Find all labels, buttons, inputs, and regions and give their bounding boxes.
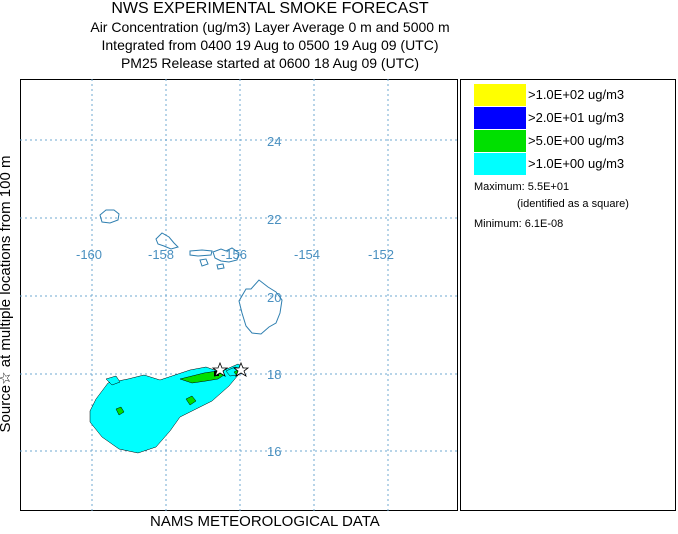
plume-cyan: [89, 363, 245, 454]
integration-line: Integrated from 0400 19 Aug to 0500 19 A…: [101, 37, 439, 53]
legend-label: >1.0E+00 ug/m3: [528, 156, 625, 171]
legend-swatch: [474, 153, 526, 175]
lat-label: 22: [267, 212, 281, 227]
island-lanai: [199, 258, 209, 267]
source-star-icon: [232, 361, 250, 377]
plume-cyan-lobe: [105, 375, 121, 386]
met-data-label: NAMS METEOROLOGICAL DATA: [150, 513, 380, 530]
legend-item: >2.0E+01 ug/m3: [474, 107, 674, 129]
source-markers: [211, 361, 250, 377]
smoke-map: -160 -158 -156 -154 -152 24 22 20 18 16: [20, 79, 458, 511]
lat-label: 20: [267, 290, 281, 305]
legend-maximum: Maximum: 5.5E+01: [474, 181, 570, 193]
source-star-icon: [211, 361, 229, 377]
legend-panel: >1.0E+02 ug/m3 >2.0E+01 ug/m3 >5.0E+00 u…: [460, 79, 676, 511]
legend-label: >2.0E+01 ug/m3: [528, 110, 625, 125]
lat-label: 18: [267, 367, 281, 382]
lon-label: -154: [294, 247, 320, 262]
island-hawaii: [238, 279, 283, 335]
legend-item: >1.0E+02 ug/m3: [474, 84, 674, 106]
plume-green-3: [185, 395, 197, 406]
release-line: PM25 Release started at 0600 18 Aug 09 (…: [120, 55, 420, 71]
lon-label: -160: [76, 247, 102, 262]
forecast-title: NWS EXPERIMENTAL SMOKE FORECAST: [111, 0, 429, 17]
legend-swatch: [474, 84, 526, 106]
lat-lon-grid: [20, 79, 458, 511]
island-kauai: [99, 209, 120, 224]
legend-label: >5.0E+00 ug/m3: [528, 133, 625, 148]
lon-label: -158: [148, 247, 174, 262]
island-outlines: [99, 209, 283, 335]
legend-minimum: Minimum: 6.1E-08: [474, 218, 564, 230]
map-frame: [20, 79, 458, 511]
legend-label: >1.0E+02 ug/m3: [528, 87, 625, 102]
legend-item: >5.0E+00 ug/m3: [474, 130, 674, 152]
concentration-line: Air Concentration (ug/m3) Layer Average …: [90, 19, 450, 35]
lat-label: 16: [267, 444, 281, 459]
legend-swatch: [474, 107, 526, 129]
legend-item: >1.0E+00 ug/m3: [474, 153, 674, 175]
source-side-label: Source☆ at multiple locations from 100 m: [0, 156, 14, 433]
island-maui: [212, 247, 240, 263]
island-molokai: [189, 249, 213, 257]
legend-swatch: [474, 130, 526, 152]
legend-max-note: (identified as a square): [517, 198, 629, 210]
lon-label: -152: [368, 247, 394, 262]
island-kahoolawe: [216, 263, 225, 270]
island-oahu: [155, 232, 179, 250]
lat-label: 24: [267, 134, 281, 149]
plume-green-2: [115, 406, 125, 416]
